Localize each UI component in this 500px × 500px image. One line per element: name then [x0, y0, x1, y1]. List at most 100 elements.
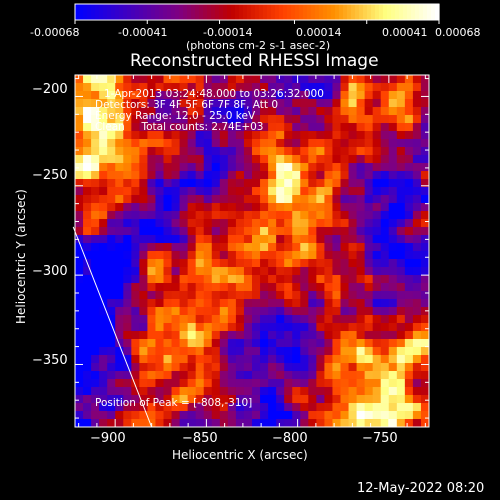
heatmap-cell	[187, 211, 197, 220]
heatmap-cell	[139, 323, 148, 332]
heatmap-cell	[115, 195, 124, 204]
heatmap-cell	[227, 419, 237, 428]
heatmap-cell	[420, 75, 430, 84]
heatmap-cell	[372, 411, 382, 420]
heatmap-cell	[284, 355, 293, 364]
heatmap-cell	[99, 155, 108, 164]
heatmap-cell	[91, 299, 100, 308]
heatmap-cell	[75, 307, 84, 316]
heatmap-cell	[155, 419, 164, 428]
heatmap-cell	[211, 371, 221, 380]
heatmap-cell	[187, 115, 197, 124]
heatmap-cell	[91, 323, 100, 332]
colorbar-segment	[155, 4, 160, 20]
heatmap-cell	[131, 411, 140, 420]
heatmap-cell	[219, 251, 229, 260]
heatmap-cell	[308, 347, 317, 356]
heatmap-cell	[187, 419, 197, 428]
heatmap-cell	[420, 411, 430, 420]
heatmap-cell	[412, 283, 422, 292]
heatmap-cell	[252, 99, 261, 108]
heatmap-cell	[243, 99, 253, 108]
heatmap-cell	[364, 243, 374, 252]
heatmap-cell	[356, 411, 366, 420]
heatmap-cell	[260, 251, 269, 260]
heatmap-cell	[364, 179, 374, 188]
heatmap-cell	[131, 99, 140, 108]
heatmap-cell	[235, 179, 245, 188]
heatmap-cell	[179, 235, 189, 244]
heatmap-cell	[404, 211, 414, 220]
heatmap-cell	[412, 387, 422, 396]
heatmap-cell	[155, 115, 164, 124]
heatmap-cell	[91, 379, 100, 388]
heatmap-cell	[115, 283, 124, 292]
heatmap-cell	[364, 83, 374, 92]
annotation-detectors: Detectors: 3F 4F 5F 6F 7F 8F, Att 0	[95, 99, 279, 111]
heatmap-cell	[139, 291, 148, 300]
heatmap-cell	[420, 299, 430, 308]
heatmap-cell	[364, 347, 374, 356]
colorbar-segment	[227, 4, 232, 20]
heatmap-cell	[107, 315, 116, 324]
heatmap-cell	[300, 339, 309, 348]
heatmap-cell	[348, 187, 358, 196]
heatmap-cell	[356, 307, 366, 316]
heatmap-cell	[276, 355, 285, 364]
heatmap-cell	[340, 195, 350, 204]
heatmap-cell	[187, 307, 197, 316]
heatmap-cell	[203, 403, 213, 412]
heatmap-cell	[404, 75, 414, 84]
heatmap-cell	[179, 219, 189, 228]
heatmap-cell	[380, 379, 390, 388]
axis-ticks	[75, 75, 429, 427]
colorbar-segment	[307, 4, 312, 20]
heatmap-cell	[243, 411, 253, 420]
heatmap-cell	[412, 363, 422, 372]
heatmap-cell	[388, 267, 398, 276]
heatmap-cell	[300, 91, 309, 100]
heatmap-cell	[99, 283, 108, 292]
heatmap-cell	[211, 411, 221, 420]
heatmap-cell	[195, 395, 205, 404]
heatmap-cell	[396, 315, 406, 324]
heatmap-cell	[308, 267, 317, 276]
colorbar-segment	[135, 4, 140, 20]
heatmap-cell	[139, 75, 148, 84]
heatmap-cell	[227, 123, 237, 132]
heatmap-cell	[131, 203, 140, 212]
heatmap-cell	[123, 307, 132, 316]
heatmap-cell	[147, 315, 156, 324]
heatmap-cell	[268, 403, 277, 412]
heatmap-cell	[316, 243, 325, 252]
heatmap-cell	[284, 299, 293, 308]
heatmap-cell	[292, 283, 301, 292]
heatmap-cell	[227, 331, 237, 340]
heatmap-cell	[412, 347, 422, 356]
heatmap-cell	[123, 259, 132, 268]
heatmap-cell	[155, 163, 164, 172]
heatmap-cell	[155, 139, 164, 148]
heatmap-cell	[163, 227, 173, 236]
heatmap-cell	[107, 267, 116, 276]
heatmap-cell	[75, 419, 84, 428]
heatmap-cell	[268, 355, 277, 364]
heatmap-cell	[235, 259, 245, 268]
heatmap-cell	[292, 187, 301, 196]
heatmap-cell	[83, 75, 92, 84]
heatmap-cell	[252, 323, 261, 332]
heatmap-cell	[276, 211, 285, 220]
heatmap-cell	[292, 419, 301, 428]
heatmap-cell	[348, 395, 358, 404]
heatmap-cell	[356, 115, 366, 124]
heatmap-cell	[396, 163, 406, 172]
heatmap-cell	[340, 347, 350, 356]
heatmap-cell	[139, 91, 148, 100]
colorbar-segment	[275, 4, 280, 20]
heatmap-cell	[211, 283, 221, 292]
colorbar-segment	[375, 4, 380, 20]
heatmap-cell	[147, 331, 156, 340]
colorbar-segment	[123, 4, 128, 20]
heatmap-cell	[372, 419, 382, 428]
heatmap-cell	[211, 315, 221, 324]
